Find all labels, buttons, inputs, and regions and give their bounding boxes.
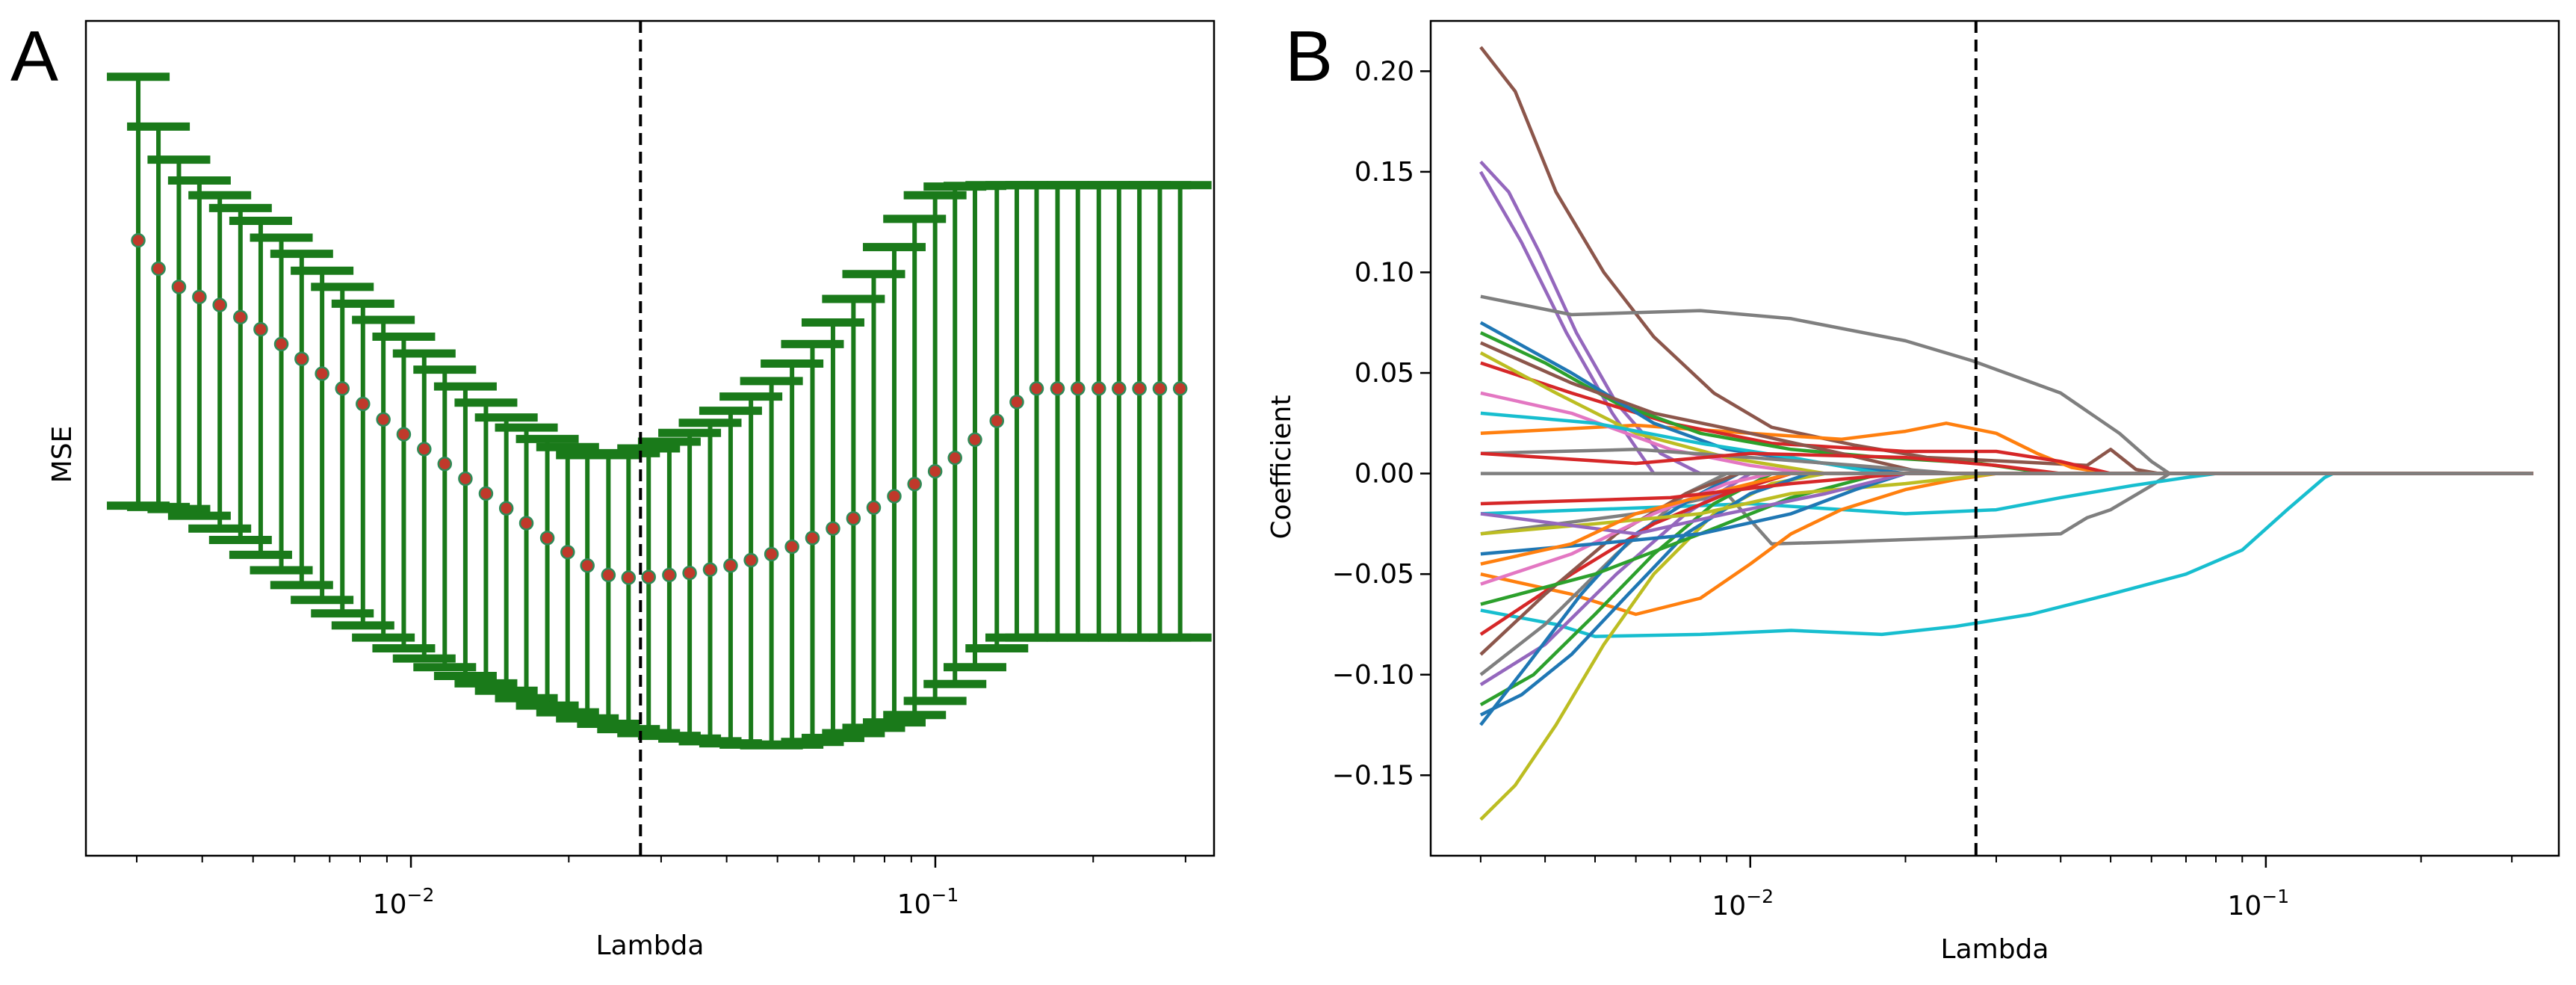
panel-a-mse-point-27: [682, 565, 697, 581]
panel-a-mse-point-25: [641, 569, 656, 584]
panel-a-mse-point-40: [947, 450, 962, 466]
panel-a-mse-point-21: [560, 544, 575, 560]
panel-a-mse-point-24: [621, 570, 637, 585]
panel-a-mse-point-10: [335, 381, 350, 396]
panel-a-mse-point-28: [702, 562, 718, 577]
panel-a-mse-point-32: [784, 539, 799, 555]
panel-b-coef-path-1: [1479, 160, 2533, 475]
panel-a-mse-point-5: [233, 309, 248, 325]
panel-b-y-tick-label-1: 0.15: [1354, 157, 1414, 188]
panel-a-mse-point-34: [826, 521, 840, 536]
panel-a-mse-point-1: [151, 261, 166, 277]
panel-a-mse-point-50: [1152, 381, 1168, 396]
panel-b-plot-area: [1479, 21, 2533, 856]
panel-a-mse-point-29: [723, 558, 738, 573]
panel-a-x-tick-label-1: 10−1: [897, 884, 959, 920]
panel-a-plot-area: [107, 21, 1212, 856]
panel-a-mse-point-9: [315, 366, 329, 381]
panel-a-x-axis-title: Lambda: [596, 930, 705, 961]
panel-a-mse-point-36: [866, 500, 882, 516]
panel-a-mse-point-15: [437, 456, 453, 472]
panel-b-coef-path-19: [1479, 472, 2533, 717]
panel-b-coef-path-28: [1480, 472, 2533, 536]
panel-b-coef-path-16: [1480, 472, 2533, 516]
panel-a-letter: A: [10, 16, 58, 96]
panel-a-mse-point-20: [539, 531, 555, 546]
panel-b-coef-path-14: [1480, 472, 2533, 638]
panel-b-y-tick-label-2: 0.10: [1354, 257, 1414, 288]
panel-b-y-tick-label-4: 0.00: [1354, 459, 1414, 490]
panel-a-mse-point-44: [1029, 381, 1044, 396]
panel-a-mse-point-30: [743, 552, 758, 568]
panel-a-mse-point-3: [192, 289, 207, 305]
panel-a-mse-point-33: [805, 531, 820, 546]
panel-a-mse-point-43: [1009, 395, 1024, 410]
panel-b-letter: B: [1285, 16, 1333, 96]
panel-a-mse-point-37: [887, 489, 902, 504]
panel-b-coef-path-21: [1479, 472, 2533, 687]
panel-b-coef-path-13: [1480, 451, 2533, 475]
panel-a-x-ticks: 10−2 10−1: [136, 856, 1186, 920]
panel-b-y-tick-label-5: −0.05: [1332, 559, 1414, 590]
panel-a-mse-point-0: [131, 232, 146, 248]
panel-b-coef-path-18: [1479, 472, 2533, 821]
panel-b-coef-path-0: [1479, 46, 2533, 475]
panel-a-mse-point-8: [294, 351, 309, 366]
panel-b-coef-path-30: [1480, 472, 2533, 536]
panel-b-y-tick-label-6: −0.10: [1332, 660, 1414, 691]
panel-a-mse-point-48: [1112, 381, 1127, 396]
panel-a-mse-point-7: [273, 336, 289, 352]
panel-a-mse-point-16: [458, 471, 473, 487]
panel-b-coef-path-22: [1479, 472, 2533, 676]
panel-a-mse-point-38: [907, 477, 922, 492]
panel-b-x-tick-label-0: 10−2: [1712, 886, 1774, 921]
panel-a-axes-frame: [84, 19, 1216, 857]
panel-a-mse-point-42: [989, 413, 1005, 428]
panel-a-mse-point-13: [396, 427, 412, 442]
panel-a-y-axis-title: MSE: [47, 426, 78, 484]
panel-a-mse-point-11: [356, 396, 371, 412]
panel-a-mse-point-49: [1132, 381, 1147, 396]
panel-a-mse-point-14: [417, 442, 432, 457]
panel-a-mse-point-22: [580, 558, 595, 573]
panel-a-mse-point-18: [498, 501, 514, 516]
panel-b-coef-path-23: [1479, 472, 2533, 726]
panel-b-coef-path-32: [1480, 472, 2533, 506]
panel-a-mse-point-46: [1071, 381, 1086, 396]
panel-a-mse-point-17: [478, 486, 494, 501]
panel-a-mse-point-2: [171, 280, 187, 294]
panel-b-y-tick-label-7: −0.15: [1332, 760, 1414, 791]
panel-b-coef-path-3: [1480, 294, 2533, 475]
panel-b-x-tick-label-1: 10−1: [2228, 886, 2290, 921]
panel-b-axes-frame: [1429, 19, 2560, 857]
panel-a-mse-point-51: [1172, 381, 1188, 396]
panel-a-mse-point-19: [518, 516, 534, 531]
panel-a-mse-point-35: [846, 510, 861, 526]
panel-a-mse-point-39: [927, 463, 943, 479]
panel-a-mse-point-41: [967, 432, 982, 448]
panel-b-coef-path-25: [1479, 472, 2533, 656]
panel-a-mse-point-6: [253, 321, 268, 337]
panel-b-ticks: 0.20 0.15 0.10 0.05 0.00 −0.05 −0.10 −0.15 10−2 1…: [1332, 56, 2513, 921]
panel-a-mse-plot: A 10−2 10−1 Lambda MSE: [10, 16, 1216, 961]
panel-b-y-tick-label-0: 0.20: [1354, 56, 1414, 87]
panel-a-mse-point-26: [662, 567, 677, 583]
panel-a-mse-point-45: [1050, 381, 1065, 396]
panel-b-y-axis-title: Coefficient: [1266, 395, 1297, 540]
panel-a-mse-point-47: [1092, 381, 1106, 396]
panel-a-mse-point-4: [212, 297, 227, 312]
panel-a-mse-point-31: [764, 546, 779, 562]
panel-b-x-axis-title: Lambda: [1941, 934, 2049, 965]
panel-b-y-tick-label-3: 0.05: [1354, 358, 1414, 389]
panel-b-coef-path-5: [1480, 361, 2533, 475]
panel-a-x-tick-label-0: 10−2: [373, 884, 435, 920]
panel-a-mse-point-12: [376, 412, 391, 427]
panel-b-coefficient-path-plot: B 0.20 0.15 0.10 0.05 0.00 −0.05 −0.10 −0.15 10−…: [1266, 16, 2560, 965]
panel-a-mse-point-23: [601, 567, 616, 583]
